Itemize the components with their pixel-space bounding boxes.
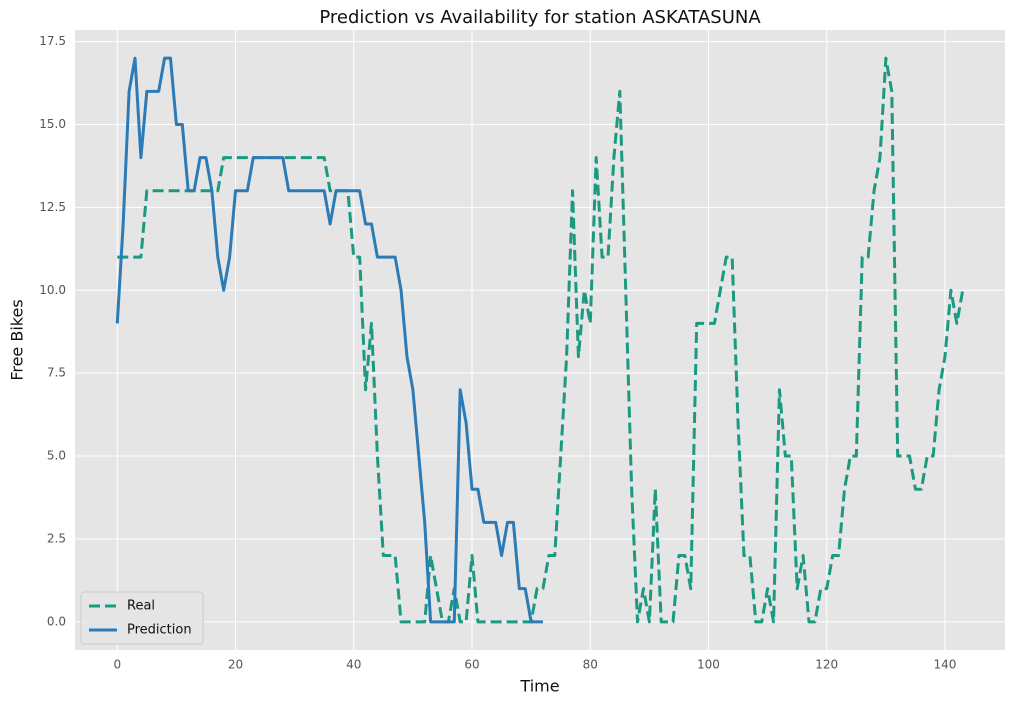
y-axis-label: Free Bikes — [8, 299, 27, 380]
chart-title: Prediction vs Availability for station A… — [319, 7, 761, 28]
y-tick-label: 0.0 — [47, 614, 66, 628]
legend-label: Prediction — [127, 623, 192, 638]
x-tick-label: 140 — [934, 658, 957, 672]
x-tick-label: 20 — [228, 658, 243, 672]
x-tick-label: 100 — [697, 658, 720, 672]
legend: Real Prediction — [80, 591, 204, 645]
y-tick-label: 7.5 — [47, 366, 66, 380]
y-tick-label: 5.0 — [47, 449, 66, 463]
y-tick-label: 10.0 — [39, 283, 66, 297]
x-tick-label: 0 — [113, 658, 121, 672]
x-tick-label: 60 — [464, 658, 479, 672]
x-tick-label: 80 — [583, 658, 598, 672]
y-tick-label: 12.5 — [39, 200, 66, 214]
x-axis-label: Time — [519, 677, 559, 696]
y-tick-label: 17.5 — [39, 34, 66, 48]
x-tick-label: 120 — [815, 658, 838, 672]
x-tick-label: 40 — [346, 658, 361, 672]
legend-label: Real — [127, 599, 155, 614]
y-tick-label: 15.0 — [39, 117, 66, 131]
y-tick-label: 2.5 — [47, 531, 66, 545]
plot-area — [75, 30, 1005, 650]
line-series — [115, 56, 543, 624]
